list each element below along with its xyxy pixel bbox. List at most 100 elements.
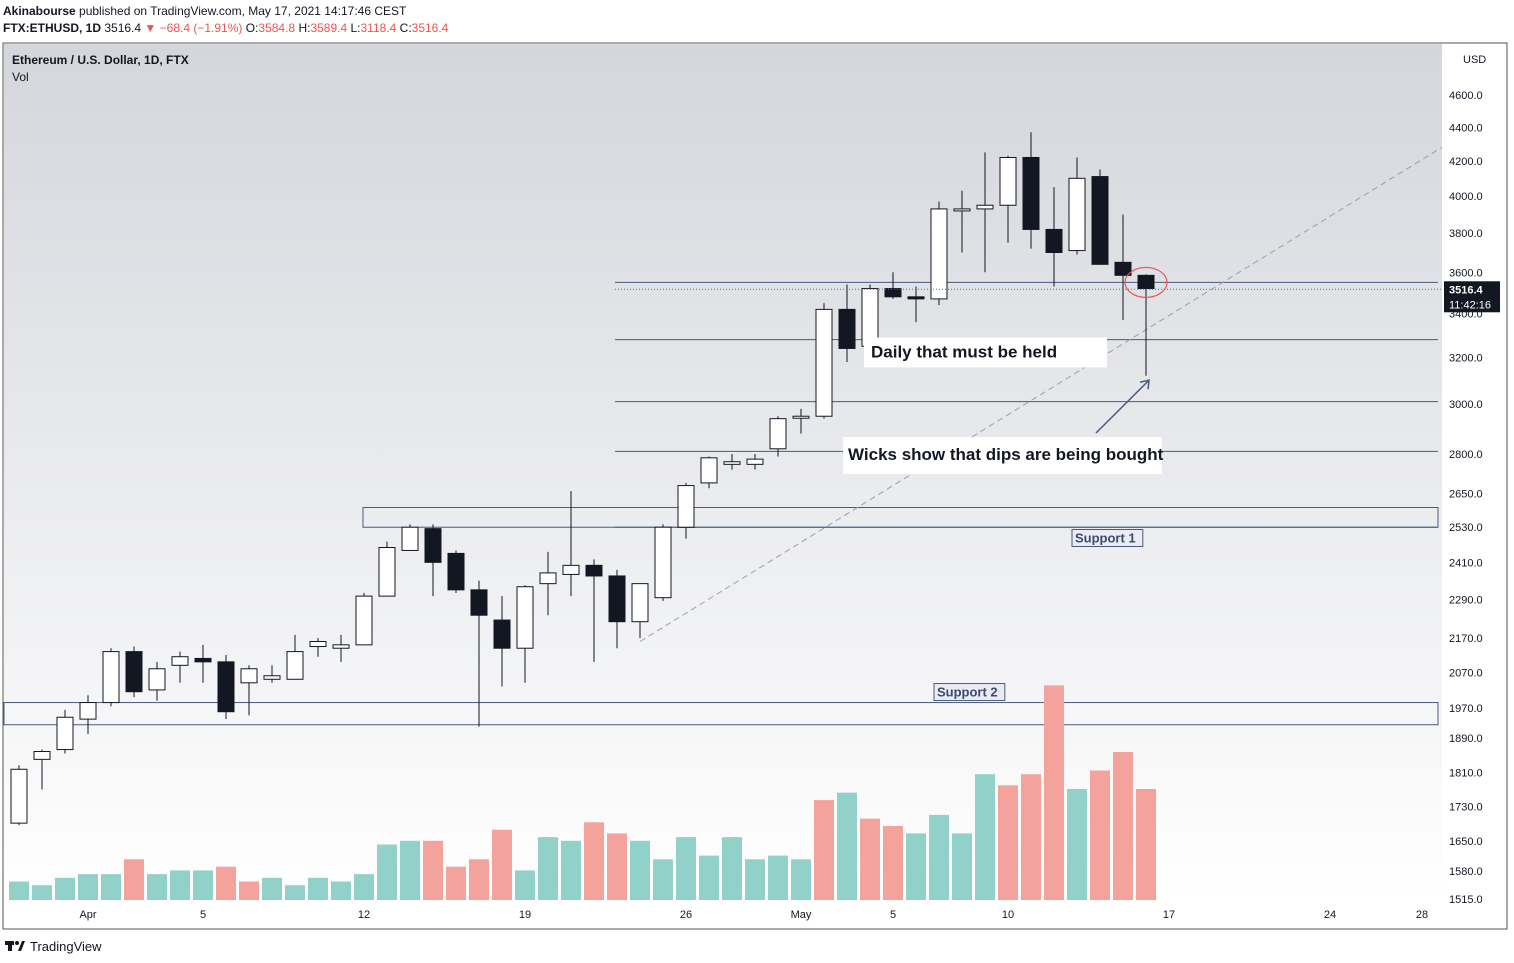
last-price-tag xyxy=(1444,281,1500,313)
trend-line xyxy=(639,146,1443,642)
tradingview-logo-icon xyxy=(5,941,25,951)
candle-body xyxy=(976,204,994,210)
volume-bar xyxy=(285,885,305,900)
down-arrow-icon: ▼ xyxy=(144,21,157,35)
annotations: Daily that must be held Wicks show that d… xyxy=(843,266,1168,474)
candle-body xyxy=(217,661,235,713)
candle-body xyxy=(102,651,120,704)
volume-bar xyxy=(607,833,627,900)
volume-bar xyxy=(676,837,696,900)
support-zone-1 xyxy=(362,506,1439,528)
candle-body xyxy=(562,564,580,575)
footer-brand-text: TradingView xyxy=(30,938,102,954)
price-tick-label: 1580.0 xyxy=(1449,866,1483,878)
volume-bar xyxy=(584,822,604,900)
time-axis[interactable]: Apr 5 12 19 26 May 5 10 17 24 28 xyxy=(79,909,1428,921)
close-value: 3516.4 xyxy=(411,21,449,35)
candle-body xyxy=(677,485,695,528)
volume-bar xyxy=(55,877,75,900)
volume-bar xyxy=(1044,685,1064,900)
price-tick-label: 4600.0 xyxy=(1449,90,1483,102)
candle-body xyxy=(79,702,97,720)
candle-body xyxy=(930,208,948,300)
candle-body xyxy=(907,296,925,300)
chart-background xyxy=(4,44,1442,902)
candle-body xyxy=(286,651,304,680)
candle-body xyxy=(401,526,419,551)
volume-bar xyxy=(883,826,903,900)
price-tick-label: 1810.0 xyxy=(1449,767,1483,779)
price-tick-label: 2800.0 xyxy=(1449,449,1483,461)
chart-frame xyxy=(2,42,1508,930)
candle-body xyxy=(1091,176,1109,265)
volume-bar xyxy=(469,859,489,900)
open-value: 3584.8 xyxy=(258,21,296,35)
time-tick-label: 26 xyxy=(680,909,692,921)
candle-body xyxy=(1068,177,1086,252)
time-tick-label: May xyxy=(791,909,812,921)
publish-text: published on TradingView.com, May 17, 20… xyxy=(79,4,407,18)
price-axis[interactable]: 4600.04400.04200.04000.03800.03600.03400… xyxy=(1444,90,1500,906)
currency-label: USD xyxy=(1463,54,1486,66)
candle-body xyxy=(1045,228,1063,254)
daily-held-note: Daily that must be held xyxy=(871,342,1057,361)
price-tick-label: 1970.0 xyxy=(1449,703,1483,715)
annotation-arrow-head xyxy=(1139,379,1150,390)
volume-bar xyxy=(492,829,512,900)
price-tick-label: 2650.0 xyxy=(1449,489,1483,501)
countdown-label: 11:42:16 xyxy=(1449,299,1491,311)
candle-body xyxy=(516,586,534,649)
volume-bar xyxy=(515,870,535,900)
volume-bar xyxy=(262,877,282,900)
price-tick-label: 3000.0 xyxy=(1449,399,1483,411)
candle-body xyxy=(194,657,212,663)
support-2-label: Support 2 xyxy=(937,685,998,700)
price-tick-label: 3200.0 xyxy=(1449,352,1483,364)
price-tick-label: 4400.0 xyxy=(1449,122,1483,134)
candle-body xyxy=(746,458,764,465)
volume-bar xyxy=(239,881,259,900)
candle-body xyxy=(838,308,856,349)
volume-bar xyxy=(653,859,673,900)
candle-body xyxy=(1137,274,1155,290)
time-tick-label: 5 xyxy=(890,909,896,921)
candle-body xyxy=(148,668,166,691)
volume-bar xyxy=(952,833,972,900)
candle-body xyxy=(631,583,649,623)
volume-bar xyxy=(377,844,397,900)
candle-body xyxy=(332,644,350,649)
candle-body xyxy=(585,564,603,577)
candle-body xyxy=(999,156,1017,206)
high-value: 3589.4 xyxy=(310,21,348,35)
annotation-arrow xyxy=(1095,379,1150,434)
volume-bar xyxy=(78,874,98,900)
wicks-note: Wicks show that dips are being bought xyxy=(848,445,1164,464)
support-1-label: Support 1 xyxy=(1075,530,1136,545)
price-tick-label: 2170.0 xyxy=(1449,633,1483,645)
author-name[interactable]: Akinabourse xyxy=(3,4,76,18)
candle-body xyxy=(539,572,557,585)
price-tick-label: 3800.0 xyxy=(1449,228,1483,240)
volume-bar xyxy=(32,885,52,900)
volume-bar xyxy=(354,874,374,900)
price-change: −68.4 (−1.91%) xyxy=(159,21,243,35)
volume-bar xyxy=(1067,789,1087,900)
last-price-tag-value: 3516.4 xyxy=(1449,284,1484,296)
price-tick-label: 4000.0 xyxy=(1449,191,1483,203)
time-tick-label: Apr xyxy=(79,909,96,921)
candle-body xyxy=(1022,156,1040,230)
volume-bar xyxy=(745,859,765,900)
symbol-line: FTX:ETHUSD, 1D 3516.4 ▼ −68.4 (−1.91%) O… xyxy=(3,20,448,37)
candle-body xyxy=(309,640,327,648)
publish-info: Akinabourse published on TradingView.com… xyxy=(3,3,448,37)
volume-bar xyxy=(147,874,167,900)
volume-bars xyxy=(9,685,1156,900)
high-label: H: xyxy=(298,21,311,35)
volume-bar xyxy=(538,837,558,900)
volume-bar xyxy=(170,870,190,900)
volume-bar xyxy=(400,840,420,900)
candle-body xyxy=(447,552,465,591)
volume-bar xyxy=(308,877,328,900)
price-tick-label: 2410.0 xyxy=(1449,557,1483,569)
